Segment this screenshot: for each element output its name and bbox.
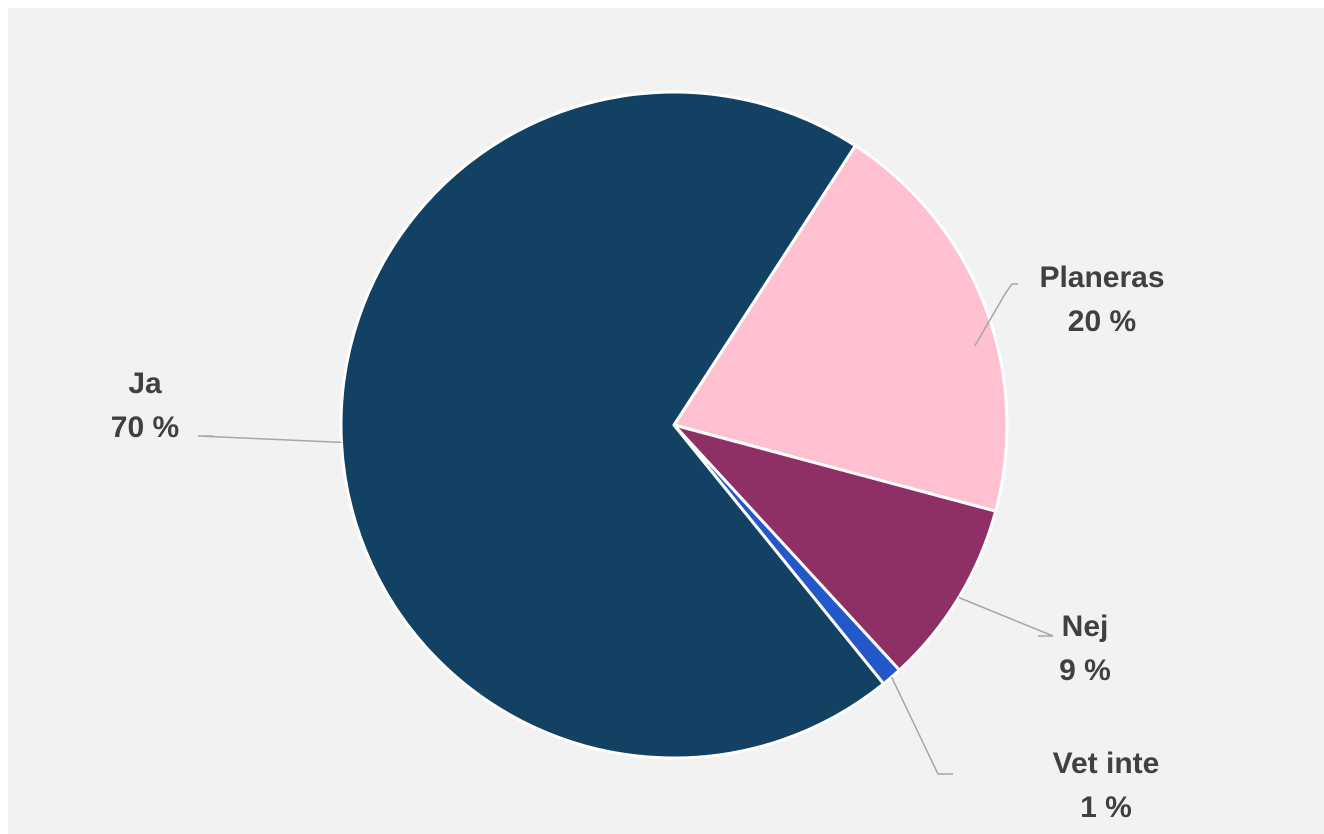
label-vet-inte-value: 1 %: [1080, 791, 1132, 824]
leader-line-nej: [958, 596, 1054, 637]
chart-area: Planeras 20 % Nej 9 % Vet inte 1 % Ja 70…: [8, 8, 1324, 834]
label-ja-value: 70 %: [111, 411, 179, 444]
label-planeras-value: 20 %: [1068, 305, 1136, 338]
label-ja-name: Ja: [128, 367, 162, 400]
pie-slice-ja: [339, 90, 886, 760]
leader-line-vet-inte: [890, 676, 953, 775]
pie-slices: [339, 90, 1009, 760]
label-nej-value: 9 %: [1059, 654, 1111, 687]
label-vet-inte-name: Vet inte: [1053, 747, 1160, 780]
pie-chart: Planeras 20 % Nej 9 % Vet inte 1 % Ja 70…: [111, 90, 1165, 824]
label-planeras-name: Planeras: [1039, 261, 1164, 294]
leader-line-planeras: [974, 283, 1018, 347]
label-nej-name: Nej: [1062, 610, 1109, 643]
pie-slice-planeras: [672, 144, 1009, 513]
leader-line-ja: [197, 435, 342, 444]
pie-slice-nej: [672, 423, 998, 672]
leader-lines: [197, 283, 1054, 775]
